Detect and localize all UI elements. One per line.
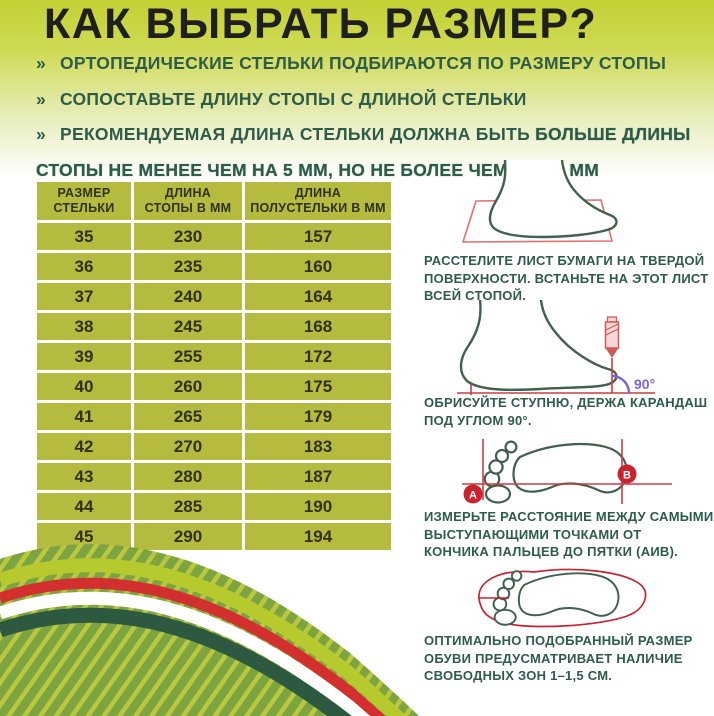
table-row: 40 260 175 <box>34 370 394 403</box>
table-cell: 240 <box>131 280 245 313</box>
table-row: 44 285 190 <box>34 490 394 523</box>
table-cell: 44 <box>34 490 134 523</box>
pencil-icon <box>604 316 620 358</box>
table-cell: 290 <box>131 520 245 553</box>
table-cell: 36 <box>34 250 134 283</box>
header-gradient <box>0 0 714 178</box>
table-cell: 160 <box>242 250 394 283</box>
point-a-badge: А <box>463 484 483 504</box>
table-row: 38 245 168 <box>34 310 394 343</box>
table-cell: 35 <box>34 220 134 253</box>
bullet-item: » СОПОСТАВЬТЕ ДЛИНУ СТОПЫ С ДЛИНОЙ СТЕЛЬК… <box>36 88 527 109</box>
svg-text:В: В <box>623 470 631 482</box>
table-cell: 43 <box>34 460 134 493</box>
step-caption-1: РАССТЕЛИТЕ ЛИСТ БУМАГИ НА ТВЕРДОЙ ПОВЕРХ… <box>424 253 709 303</box>
measure-footprint-icon: А В <box>462 439 672 504</box>
step-caption-4: ОПТИМАЛЬНО ПОДОБРАННЫЙ РАЗМЕР ОБУВИ ПРЕД… <box>424 633 693 683</box>
table-cell: 164 <box>242 280 394 313</box>
decorative-waves <box>0 544 419 716</box>
bullet-marker: » <box>36 53 47 73</box>
table-row: 43 280 187 <box>34 460 394 493</box>
wave-dark-green-ribbon <box>0 607 352 716</box>
table-cell: 194 <box>242 520 394 553</box>
table-cell: 285 <box>131 490 245 523</box>
table-cell: 280 <box>131 460 245 493</box>
bullet-item: » РЕКОМЕНДУЕМАЯ ДЛИНА СТЕЛЬКИ ДОЛЖНА БЫТЬ… <box>36 124 691 144</box>
foot-side-outline <box>459 300 618 392</box>
footprint-outline <box>483 440 628 504</box>
table-cell: 235 <box>131 250 245 283</box>
size-table-body: 35 230 157 36 235 160 37 240 164 38 245 168 39 255 172… <box>34 220 394 553</box>
shoe-fit-footprint-icon <box>478 568 647 628</box>
step-caption-3: ИЗМЕРЬТЕ РАССТОЯНИЕ МЕЖДУ САМЫМИ ВЫСТУПА… <box>424 509 714 559</box>
angle-label: 90° <box>634 376 655 392</box>
table-row: 36 235 160 <box>34 250 394 283</box>
bullet-list: » ОРТОПЕДИЧЕСКИЕ СТЕЛЬКИ ПОДБИРАЮТСЯ ПО Р… <box>36 53 696 195</box>
svg-text:А: А <box>469 490 477 502</box>
table-cell: 230 <box>131 220 245 253</box>
table-cell: 187 <box>242 460 394 493</box>
point-b-badge: В <box>617 464 637 484</box>
bullet-marker: » <box>36 124 47 144</box>
table-cell: 42 <box>34 430 134 463</box>
foot-on-paper-icon <box>461 160 618 243</box>
table-cell: 179 <box>242 400 394 433</box>
size-table: РАЗМЕР СТЕЛЬКИ ДЛИНА СТОПЫ В ММ ДЛИНА ПОЛУ… <box>34 179 394 553</box>
table-cell: 39 <box>34 340 134 373</box>
wave-lime-ribbon <box>0 558 407 716</box>
trace-foot-pencil-icon: 90° <box>457 300 655 395</box>
table-cell: 260 <box>131 370 245 403</box>
step-caption-2: ОБРИСУЙТЕ СТУПНЮ, ДЕРЖА КАРАНДАШ ПОД УГЛ… <box>424 395 708 428</box>
size-table-header: РАЗМЕР СТЕЛЬКИ ДЛИНА СТОПЫ В ММ ДЛИНА ПОЛУ… <box>34 179 394 223</box>
table-cell: 270 <box>131 430 245 463</box>
table-cell: 255 <box>131 340 245 373</box>
foot-side-outline <box>488 160 618 239</box>
column-header: ДЛИНА СТОПЫ В ММ <box>131 179 245 223</box>
angle-arc <box>611 374 631 394</box>
bullet-item: » ОРТОПЕДИЧЕСКИЕ СТЕЛЬКИ ПОДБИРАЮТСЯ ПО Р… <box>36 53 667 73</box>
table-row: 37 240 164 <box>34 280 394 313</box>
wave-white-ribbon <box>0 591 371 716</box>
bullet-item-continuation: СТОПЫ НЕ МЕНЕЕ ЧЕМ НА 5 ММ, НО НЕ БОЛЕЕ … <box>36 159 600 180</box>
table-cell: 40 <box>34 370 134 403</box>
table-cell: 172 <box>242 340 394 373</box>
page-title: КАК ВЫБРАТЬ РАЗМЕР? <box>44 0 598 48</box>
table-cell: 190 <box>242 490 394 523</box>
table-cell: 183 <box>242 430 394 463</box>
table-cell: 38 <box>34 310 134 343</box>
column-header: РАЗМЕР СТЕЛЬКИ <box>34 179 134 223</box>
table-row: 35 230 157 <box>34 220 394 253</box>
column-header: ДЛИНА ПОЛУСТЕЛЬКИ В ММ <box>242 179 394 223</box>
table-row: 42 270 183 <box>34 430 394 463</box>
table-row: 39 255 172 <box>34 340 394 373</box>
table-cell: 37 <box>34 280 134 313</box>
table-cell: 168 <box>242 310 394 343</box>
table-cell: 175 <box>242 370 394 403</box>
table-cell: 265 <box>131 400 245 433</box>
table-cell: 41 <box>34 400 134 433</box>
table-cell: 245 <box>131 310 245 343</box>
bullet-marker: » <box>36 88 47 109</box>
table-row: 41 265 179 <box>34 400 394 433</box>
table-cell: 157 <box>242 220 394 253</box>
wave-red-ribbon <box>0 577 386 716</box>
